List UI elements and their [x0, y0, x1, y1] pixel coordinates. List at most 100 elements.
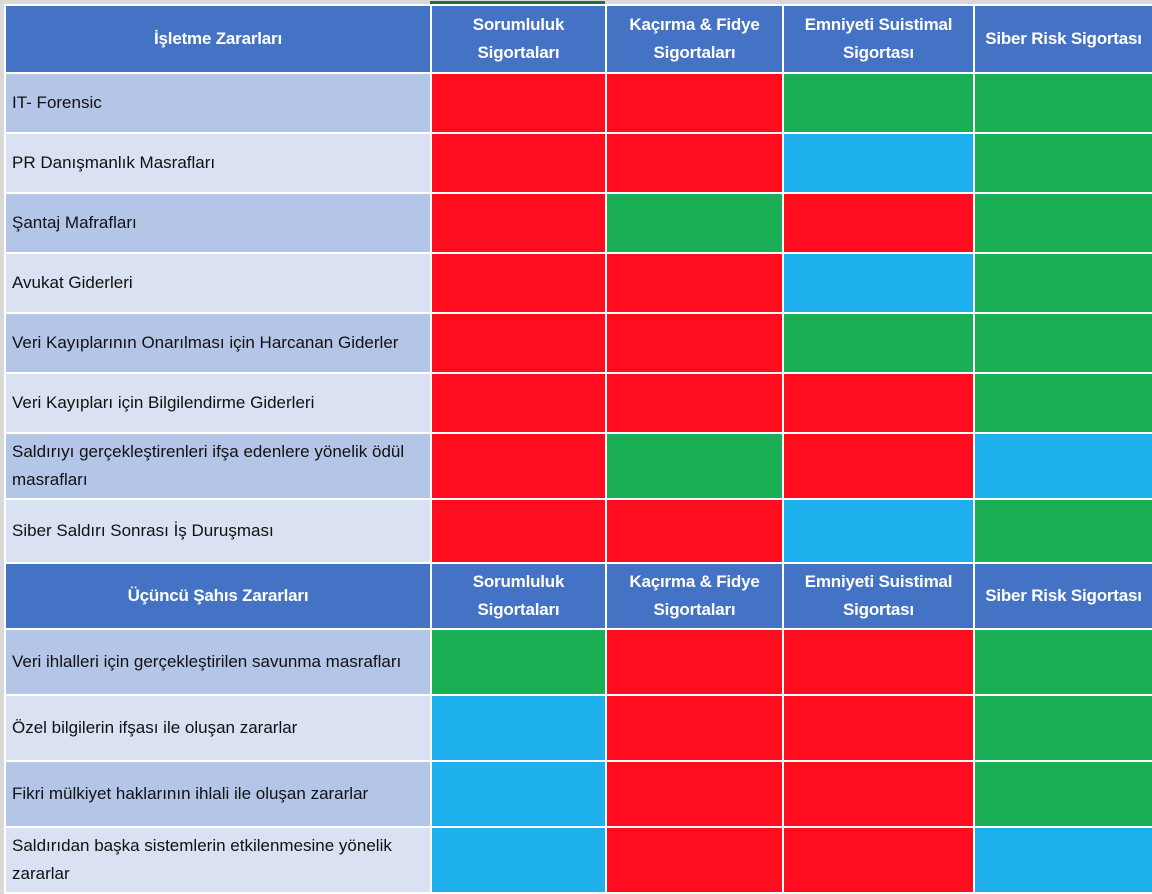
table-row: Fikri mülkiyet haklarının ihlali ile olu…: [4, 760, 1152, 828]
row-label[interactable]: PR Danışmanlık Masrafları: [4, 132, 432, 194]
coverage-cell-green[interactable]: [973, 694, 1152, 762]
column-header-line-1: Sorumluluk: [472, 15, 565, 34]
section1-column-header-1[interactable]: Sorumluluk Sigortaları: [430, 4, 607, 74]
column-header-line-2: Sigortaları: [653, 600, 736, 619]
sheet-top-edge: [0, 0, 1152, 4]
coverage-cell-green[interactable]: [973, 498, 1152, 564]
column-header-line-1: Sorumluluk: [472, 572, 565, 591]
coverage-cell-green[interactable]: [782, 72, 975, 134]
column-header-line-1: Siber Risk Sigortası: [985, 586, 1142, 605]
coverage-cell-red[interactable]: [605, 72, 784, 134]
coverage-cell-red[interactable]: [605, 628, 784, 696]
section2-column-header-4[interactable]: Siber Risk Sigortası: [973, 562, 1152, 630]
section2-column-header-3[interactable]: Emniyeti Suistimal Sigortası: [782, 562, 975, 630]
coverage-cell-blue[interactable]: [430, 826, 607, 894]
coverage-cell-green[interactable]: [973, 72, 1152, 134]
column-header-line-1: Siber Risk Sigortası: [985, 29, 1142, 48]
coverage-cell-red[interactable]: [605, 372, 784, 434]
section2-title[interactable]: Üçüncü Şahıs Zararları: [4, 562, 432, 630]
section1-column-header-2[interactable]: Kaçırma & Fidye Sigortaları: [605, 4, 784, 74]
coverage-cell-red[interactable]: [782, 432, 975, 500]
coverage-table-body: İşletme Zararları Sorumluluk Sigortaları Ka…: [4, 4, 1152, 894]
coverage-cell-red[interactable]: [430, 372, 607, 434]
coverage-cell-red[interactable]: [782, 372, 975, 434]
row-label[interactable]: Özel bilgilerin ifşası ile oluşan zararl…: [4, 694, 432, 762]
coverage-cell-red[interactable]: [605, 760, 784, 828]
coverage-cell-red[interactable]: [782, 760, 975, 828]
coverage-cell-red[interactable]: [605, 826, 784, 894]
column-header-line-1: Emniyeti Suistimal: [804, 15, 953, 34]
table-row: Veri Kayıplarının Onarılması için Harcan…: [4, 312, 1152, 374]
row-label[interactable]: Veri Kayıpları için Bilgilendirme Giderl…: [4, 372, 432, 434]
coverage-cell-green[interactable]: [430, 628, 607, 696]
coverage-cell-red[interactable]: [605, 498, 784, 564]
row-label[interactable]: Veri ihlalleri için gerçekleştirilen sav…: [4, 628, 432, 696]
coverage-cell-blue[interactable]: [973, 432, 1152, 500]
coverage-cell-blue[interactable]: [430, 760, 607, 828]
coverage-cell-red[interactable]: [782, 628, 975, 696]
coverage-cell-red[interactable]: [430, 132, 607, 194]
section1-title[interactable]: İşletme Zararları: [4, 4, 432, 74]
section1-column-header-3[interactable]: Emniyeti Suistimal Sigortası: [782, 4, 975, 74]
row-label[interactable]: Avukat Giderleri: [4, 252, 432, 314]
section2-header-row: Üçüncü Şahıs Zararları Sorumluluk Sigortal…: [4, 562, 1152, 630]
coverage-cell-green[interactable]: [605, 192, 784, 254]
coverage-cell-red[interactable]: [430, 252, 607, 314]
section1-column-header-4[interactable]: Siber Risk Sigortası: [973, 4, 1152, 74]
table-row: IT- Forensic: [4, 72, 1152, 134]
column-header-line-1: Kaçırma & Fidye: [629, 15, 760, 34]
table-row: PR Danışmanlık Masrafları: [4, 132, 1152, 194]
table-row: Avukat Giderleri: [4, 252, 1152, 314]
coverage-cell-red[interactable]: [430, 432, 607, 500]
coverage-cell-red[interactable]: [605, 252, 784, 314]
column-header-line-1: Emniyeti Suistimal: [804, 572, 953, 591]
table-row: Şantaj Mafrafları: [4, 192, 1152, 254]
coverage-cell-red[interactable]: [605, 694, 784, 762]
coverage-cell-red[interactable]: [430, 192, 607, 254]
table-row: Veri ihlalleri için gerçekleştirilen sav…: [4, 628, 1152, 696]
selected-column-indicator: [430, 1, 605, 4]
column-header-line-2: Sigortaları: [477, 600, 560, 619]
coverage-cell-green[interactable]: [973, 760, 1152, 828]
coverage-cell-green[interactable]: [973, 312, 1152, 374]
row-label[interactable]: Saldırıyı gerçekleştirenleri ifşa edenle…: [4, 432, 432, 500]
table-row: Saldırıdan başka sistemlerin etkilenmesi…: [4, 826, 1152, 894]
coverage-cell-blue[interactable]: [430, 694, 607, 762]
coverage-cell-blue[interactable]: [973, 826, 1152, 894]
table-row: Veri Kayıpları için Bilgilendirme Giderl…: [4, 372, 1152, 434]
coverage-cell-red[interactable]: [605, 132, 784, 194]
coverage-table: İşletme Zararları Sorumluluk Sigortaları Ka…: [4, 4, 1152, 894]
coverage-cell-blue[interactable]: [782, 252, 975, 314]
coverage-cell-green[interactable]: [973, 132, 1152, 194]
coverage-cell-green[interactable]: [973, 372, 1152, 434]
coverage-cell-blue[interactable]: [782, 132, 975, 194]
coverage-cell-green[interactable]: [973, 252, 1152, 314]
coverage-cell-green[interactable]: [973, 628, 1152, 696]
table-row: Özel bilgilerin ifşası ile oluşan zararl…: [4, 694, 1152, 762]
column-header-line-1: Kaçırma & Fidye: [629, 572, 760, 591]
column-header-line-2: Sigortası: [843, 600, 914, 619]
coverage-cell-red[interactable]: [782, 192, 975, 254]
coverage-cell-red[interactable]: [782, 826, 975, 894]
row-label[interactable]: Veri Kayıplarının Onarılması için Harcan…: [4, 312, 432, 374]
coverage-cell-green[interactable]: [973, 192, 1152, 254]
coverage-cell-red[interactable]: [430, 498, 607, 564]
coverage-cell-red[interactable]: [430, 72, 607, 134]
coverage-cell-green[interactable]: [605, 432, 784, 500]
row-label[interactable]: IT- Forensic: [4, 72, 432, 134]
row-label[interactable]: Saldırıdan başka sistemlerin etkilenmesi…: [4, 826, 432, 894]
coverage-cell-red[interactable]: [605, 312, 784, 374]
coverage-cell-blue[interactable]: [782, 498, 975, 564]
coverage-cell-red[interactable]: [430, 312, 607, 374]
table-row: Saldırıyı gerçekleştirenleri ifşa edenle…: [4, 432, 1152, 500]
row-label[interactable]: Şantaj Mafrafları: [4, 192, 432, 254]
section2-column-header-2[interactable]: Kaçırma & Fidye Sigortaları: [605, 562, 784, 630]
column-header-line-2: Sigortaları: [653, 43, 736, 62]
row-label[interactable]: Fikri mülkiyet haklarının ihlali ile olu…: [4, 760, 432, 828]
column-header-line-2: Sigortası: [843, 43, 914, 62]
coverage-cell-red[interactable]: [782, 694, 975, 762]
coverage-cell-green[interactable]: [782, 312, 975, 374]
section2-column-header-1[interactable]: Sorumluluk Sigortaları: [430, 562, 607, 630]
row-label[interactable]: Siber Saldırı Sonrası İş Duruşması: [4, 498, 432, 564]
